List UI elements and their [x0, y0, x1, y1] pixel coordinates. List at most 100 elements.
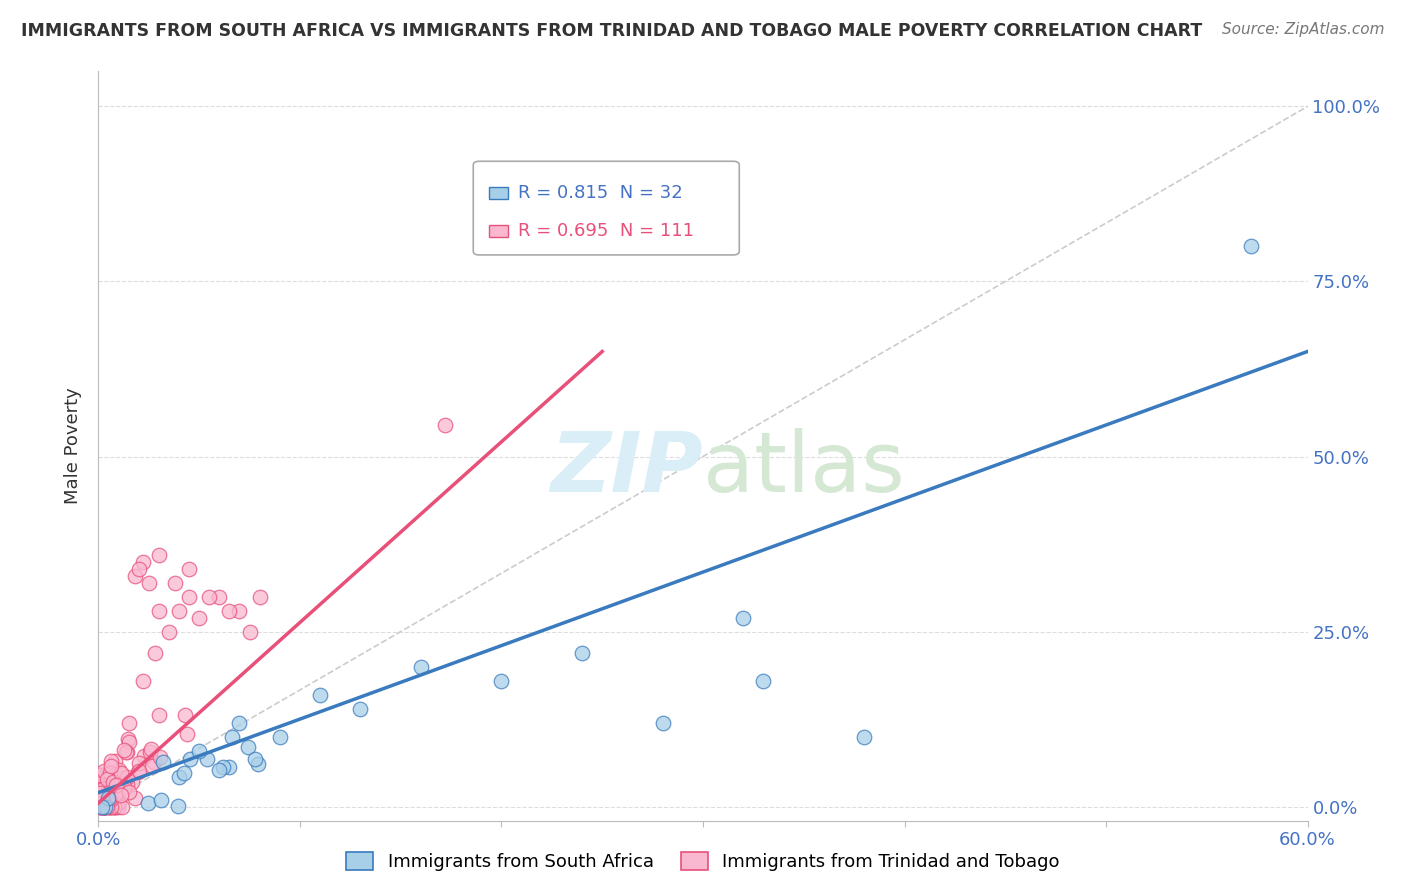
Point: [94, 797, 117, 812]
Point: [179, 561, 201, 575]
Point: [91, 788, 114, 802]
Point: [173, 765, 195, 780]
Point: [124, 568, 146, 582]
Point: [118, 735, 141, 749]
Point: [89, 788, 111, 802]
Point: [218, 603, 240, 617]
Point: [98, 799, 121, 814]
Point: [89, 768, 111, 782]
Point: [179, 752, 201, 766]
Point: [143, 755, 166, 769]
Point: [104, 754, 127, 768]
Point: [228, 715, 250, 730]
Point: [89, 786, 111, 800]
Point: [179, 590, 201, 604]
Point: [138, 745, 160, 759]
Point: [90, 799, 112, 814]
Point: [100, 792, 122, 806]
Point: [100, 758, 122, 772]
Point: [269, 730, 291, 744]
Point: [127, 764, 149, 779]
Point: [571, 646, 593, 660]
Point: [104, 799, 127, 814]
Point: [101, 774, 124, 789]
Point: [188, 610, 211, 624]
Point: [247, 756, 270, 771]
Point: [110, 789, 132, 803]
Point: [93, 764, 115, 778]
Point: [409, 659, 432, 673]
Point: [1240, 239, 1263, 253]
Point: [138, 575, 160, 590]
Point: [124, 790, 146, 805]
Point: [104, 799, 127, 814]
Point: [238, 739, 260, 754]
Point: [100, 799, 122, 814]
Point: [107, 766, 129, 780]
Point: [176, 727, 198, 741]
Point: [349, 701, 371, 715]
Point: [89, 799, 111, 814]
Point: [108, 795, 131, 809]
Point: [148, 548, 170, 562]
Point: [93, 784, 115, 798]
Point: [93, 799, 115, 814]
Text: ZIP: ZIP: [550, 428, 703, 509]
Point: [132, 555, 155, 569]
Point: [218, 760, 240, 774]
Point: [96, 799, 118, 814]
Point: [89, 793, 111, 807]
Text: R = 0.815  N = 32: R = 0.815 N = 32: [517, 185, 683, 202]
Text: R = 0.695  N = 111: R = 0.695 N = 111: [517, 222, 695, 240]
Point: [97, 778, 120, 792]
Bar: [489, 225, 509, 237]
Point: [91, 775, 114, 789]
Point: [94, 767, 117, 781]
Point: [167, 770, 190, 784]
Point: [212, 760, 235, 774]
Point: [208, 763, 231, 777]
Point: [96, 793, 118, 807]
Point: [90, 793, 112, 807]
Point: [103, 799, 125, 814]
Point: [105, 778, 128, 792]
Point: [491, 673, 513, 688]
Point: [90, 790, 112, 805]
Point: [94, 799, 117, 814]
Point: [117, 732, 139, 747]
Point: [100, 799, 122, 814]
Text: IMMIGRANTS FROM SOUTH AFRICA VS IMMIGRANTS FROM TRINIDAD AND TOBAGO MALE POVERTY: IMMIGRANTS FROM SOUTH AFRICA VS IMMIGRAN…: [21, 22, 1202, 40]
Point: [188, 743, 211, 757]
FancyBboxPatch shape: [474, 161, 740, 255]
Point: [94, 799, 117, 814]
Point: [93, 799, 115, 814]
Point: [239, 624, 262, 639]
Point: [157, 624, 180, 639]
Point: [96, 772, 118, 786]
Point: [100, 755, 122, 769]
Point: [91, 799, 114, 814]
Point: [89, 799, 111, 814]
Point: [105, 779, 128, 793]
Point: [143, 646, 166, 660]
Point: [434, 417, 457, 432]
Point: [112, 743, 135, 757]
Point: [132, 673, 155, 688]
Point: [90, 799, 112, 814]
Point: [174, 707, 197, 722]
Point: [112, 780, 135, 794]
Point: [853, 730, 876, 744]
Point: [128, 764, 150, 779]
Point: [121, 774, 143, 789]
Point: [149, 750, 172, 764]
Point: [141, 759, 163, 773]
Point: [128, 561, 150, 575]
Point: [249, 590, 271, 604]
Point: [139, 742, 162, 756]
Point: [115, 777, 138, 791]
Point: [97, 790, 120, 805]
Point: [309, 688, 332, 702]
Point: [152, 756, 174, 770]
Point: [100, 775, 122, 789]
Point: [107, 788, 129, 802]
